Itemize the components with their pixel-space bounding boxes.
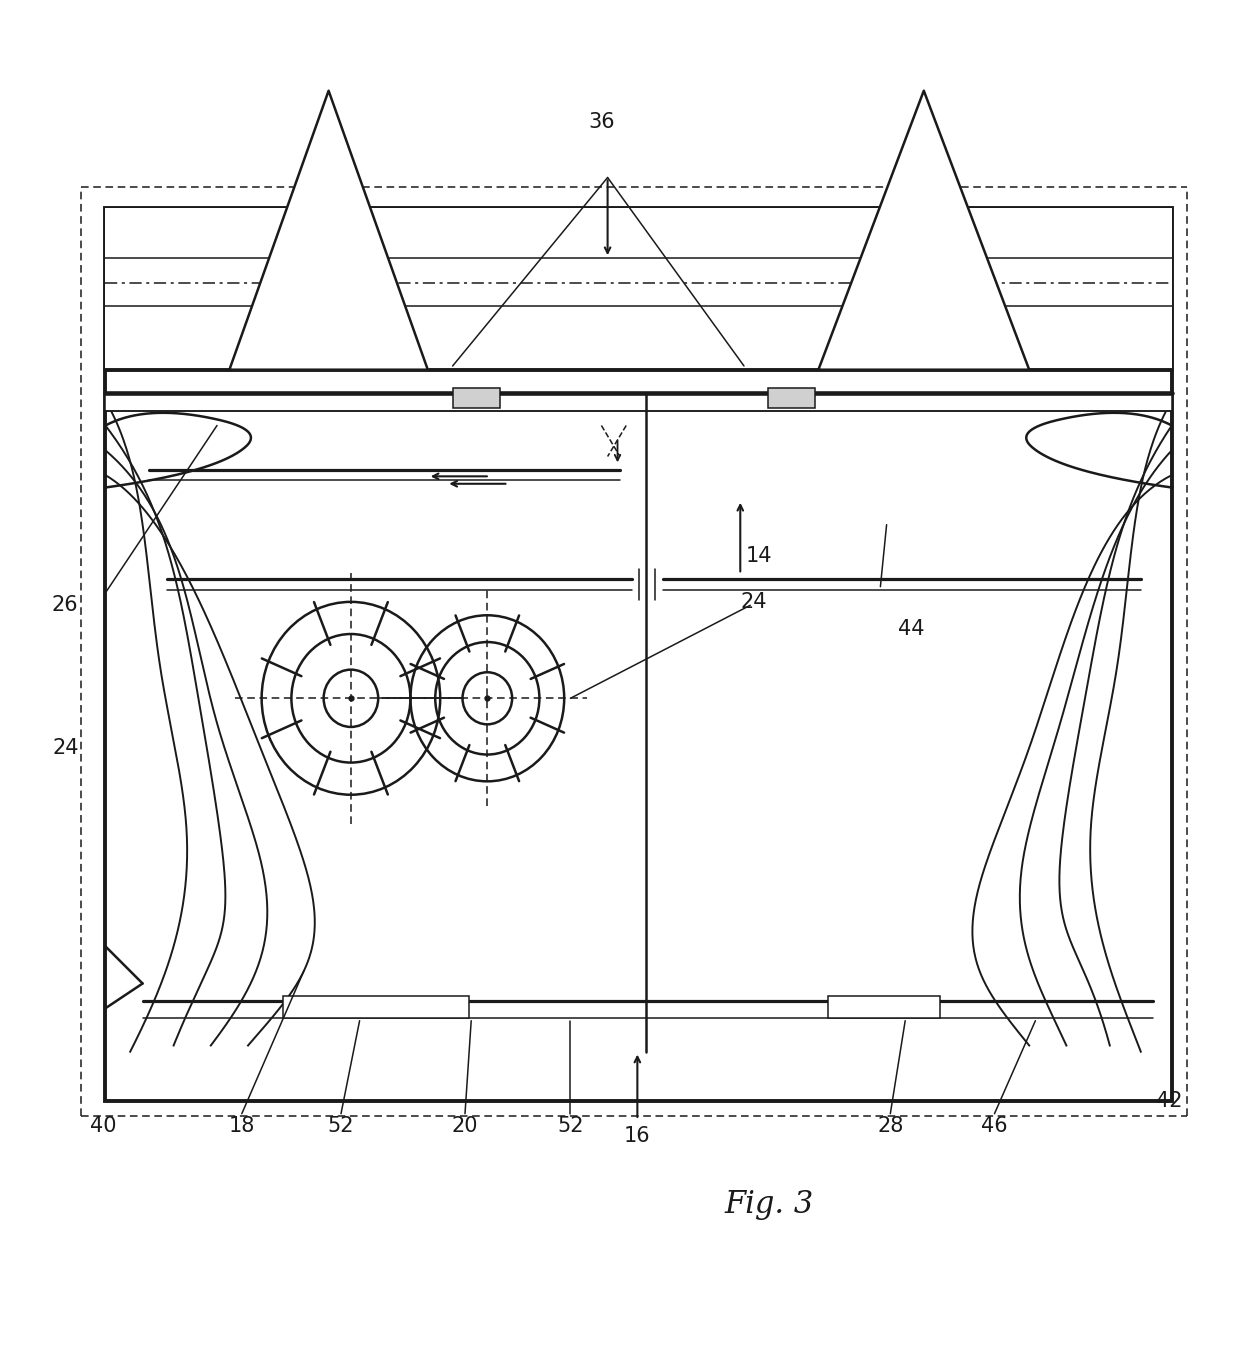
Text: 42: 42 — [1156, 1091, 1183, 1111]
Bar — [453, 388, 500, 408]
Bar — [105, 209, 1172, 1102]
Bar — [283, 995, 469, 1018]
Text: 40: 40 — [89, 1117, 117, 1136]
Text: 18: 18 — [228, 1117, 255, 1136]
Bar — [768, 388, 815, 408]
Bar — [105, 209, 1172, 369]
Text: 52: 52 — [327, 1117, 355, 1136]
Text: 28: 28 — [877, 1117, 904, 1136]
Text: 46: 46 — [981, 1117, 1008, 1136]
Text: 52: 52 — [557, 1117, 584, 1136]
Bar — [105, 393, 1172, 411]
Text: 44: 44 — [898, 618, 925, 638]
Text: 14: 14 — [745, 546, 773, 566]
Text: Fig. 3: Fig. 3 — [724, 1188, 813, 1220]
Text: 24: 24 — [52, 738, 79, 758]
Polygon shape — [818, 90, 1029, 369]
Text: 16: 16 — [624, 1126, 651, 1146]
Text: 26: 26 — [51, 595, 78, 616]
Text: 24: 24 — [740, 591, 768, 612]
Bar — [828, 995, 940, 1018]
Text: 20: 20 — [451, 1117, 479, 1136]
Text: 36: 36 — [588, 112, 615, 132]
Polygon shape — [229, 90, 428, 369]
